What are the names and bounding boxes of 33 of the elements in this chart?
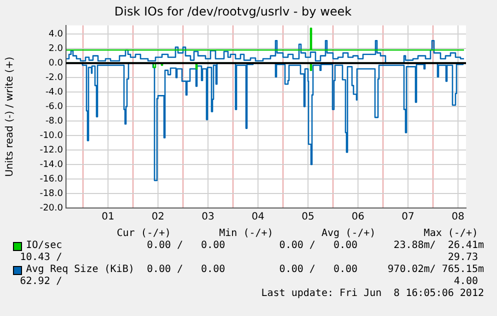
text: 29.73 bbox=[448, 252, 478, 263]
x-tick-label: 08 bbox=[452, 212, 464, 223]
y-tick-label: 0.0 bbox=[48, 58, 64, 68]
y-tick-label: 4.0 bbox=[48, 29, 64, 40]
y-tick-label: -6.0 bbox=[45, 102, 64, 112]
y-tick-label: -4.0 bbox=[45, 87, 64, 98]
y-tick-label: -18.0 bbox=[40, 188, 64, 199]
y-axis-title: Units read (-) / write (+) bbox=[4, 56, 16, 177]
x-tick-label: 03 bbox=[202, 212, 214, 223]
text: 0.00 / 0.00 0.00 / 0.00 23.88m/ 26.41m bbox=[146, 240, 484, 251]
x-tick-label: 07 bbox=[402, 212, 414, 223]
x-tick-label: 01 bbox=[102, 212, 114, 223]
text: Last update: Fri Jun 8 16:05:06 2012 bbox=[261, 288, 484, 299]
x-tick-label: 04 bbox=[252, 212, 264, 223]
chart-title: Disk IOs for /dev/rootvg/usrlv - by week bbox=[114, 4, 352, 18]
x-tick-label: 05 bbox=[302, 212, 314, 223]
text: 4.00 bbox=[454, 276, 478, 287]
y-tick-label: -2.0 bbox=[45, 72, 64, 83]
text: Cur (-/+) Min (-/+) Avg (-/+) Max (-/+) bbox=[116, 228, 478, 239]
y-tick-label: -14.0 bbox=[40, 160, 64, 170]
text: 62.92 / bbox=[20, 276, 62, 287]
y-tick-label: -8.0 bbox=[45, 116, 64, 126]
x-tick-label: 02 bbox=[152, 212, 164, 223]
legend-label: Avg Req Size (KiB) bbox=[26, 264, 134, 275]
y-tick-label: -16.0 bbox=[40, 174, 64, 184]
y-tick-label: -20.0 bbox=[40, 203, 64, 214]
y-tick-label: 2.0 bbox=[48, 44, 64, 54]
y-tick-label: -12.0 bbox=[40, 145, 64, 156]
legend-label: IO/sec bbox=[26, 240, 62, 251]
y-tick-label: -10.0 bbox=[40, 130, 64, 141]
text: 0.00 / 0.00 0.00 / 0.00 970.02m/ 765.15m bbox=[146, 264, 484, 275]
text: 10.43 / bbox=[20, 252, 62, 263]
x-tick-label: 06 bbox=[352, 212, 364, 223]
